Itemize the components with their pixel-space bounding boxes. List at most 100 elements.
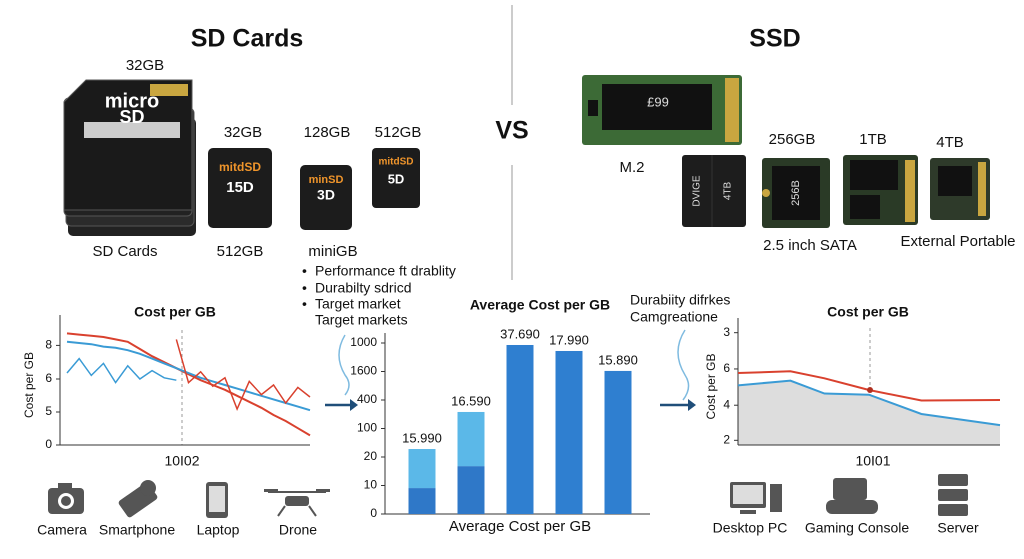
y-tick-label: 6 [723, 361, 730, 375]
line [66, 332, 311, 437]
bar-annotation: 16.590 [451, 393, 491, 408]
bar-segment [457, 411, 485, 467]
device-label: Desktop PC [713, 520, 788, 536]
card-print: SD [119, 107, 144, 127]
bar-segment [408, 488, 436, 514]
y-tick-label: 2 [723, 432, 730, 446]
ssd-label: M.2 [619, 159, 644, 176]
line [737, 379, 1001, 427]
y-axis-label: Cost per GB [704, 353, 718, 419]
y-tick-label: 3 [723, 325, 730, 339]
ssd-print: £99 [647, 94, 669, 109]
y-tick-label: 5 [45, 404, 52, 418]
sd-label: 32GB [224, 124, 262, 141]
device-label: Laptop [197, 522, 240, 538]
y-tick-label: 100 [357, 421, 377, 435]
device-label: Server [937, 520, 979, 536]
ssd-print: 256B [790, 180, 802, 206]
vs: VS [495, 117, 528, 145]
y-tick-label: 0 [370, 506, 377, 520]
line [66, 357, 177, 384]
bullet: • [302, 296, 307, 312]
chart-title: Average Cost per GB [470, 297, 610, 313]
sd-card: mitdSD 5D [372, 148, 420, 208]
arrow-head [350, 399, 358, 411]
m2-ssd: £99 [582, 75, 742, 145]
x-axis-label: Average Cost per GB [449, 518, 591, 535]
ssd-print: DVIGE [692, 175, 703, 206]
bullet-text: Durabilty sdricd [315, 280, 411, 296]
highlight-dot [867, 387, 873, 394]
sd-label: miniGB [308, 243, 357, 260]
bar-annotation: 15.990 [402, 430, 442, 445]
card-print: 15D [226, 179, 254, 196]
bar-segment [457, 466, 485, 514]
card-print: mitdSD [219, 160, 261, 174]
note: Durabiity difrkes [630, 292, 730, 308]
sd-label: 512GB [217, 243, 264, 260]
card-print: mitdSD [379, 157, 414, 168]
ssd-label: External Portable [900, 233, 1015, 250]
icon-smartphone [118, 480, 158, 518]
chart-title: Cost per GB [134, 304, 216, 320]
ssd-label: 4TB [936, 134, 964, 151]
sd-stack: micro SD [63, 79, 196, 236]
ssd-board [930, 158, 990, 220]
bullet-text: Target markets [315, 312, 408, 328]
ssd-label: 256GB [769, 131, 816, 148]
bar-segment [604, 370, 632, 514]
bar-segment [408, 449, 436, 489]
sd-card: minSD 3D [300, 165, 352, 230]
arrow-head [688, 399, 696, 411]
y-tick-label: 1000 [350, 335, 377, 349]
bullet: • [302, 263, 307, 279]
line [175, 339, 311, 411]
sd-label: 32GB [126, 57, 164, 74]
device-label: Smartphone [99, 522, 175, 538]
ssd-label: 2.5 inch SATA [763, 237, 857, 254]
note: Camgreatione [630, 309, 718, 325]
x-axis-label: 10I01 [855, 453, 890, 469]
bullet: • [302, 280, 307, 296]
bracket [338, 334, 350, 396]
icon-console [826, 478, 878, 514]
icon-server [938, 474, 968, 516]
line [66, 340, 311, 412]
line [737, 370, 1001, 402]
icon-camera [48, 483, 84, 514]
sata-ssd: DVIGE 4TB [682, 155, 746, 227]
sd-label: 128GB [304, 124, 351, 141]
bracket [677, 329, 690, 401]
card-print: micro [105, 90, 159, 112]
chart-title: Cost per GB [827, 304, 909, 320]
ssd-board: 256B [762, 158, 830, 228]
area [738, 380, 1000, 445]
bar-annotation: 37.690 [500, 326, 540, 341]
y-tick-label: 20 [364, 449, 378, 463]
y-tick-label: 400 [357, 392, 377, 406]
icon-drone [264, 489, 330, 517]
x-axis-label: 10I02 [164, 453, 199, 469]
bar-annotation: 15.890 [598, 352, 638, 367]
ssd-print: 4TB [723, 182, 734, 201]
sd-label: 512GB [375, 124, 422, 141]
card-print: 3D [317, 187, 335, 203]
y-tick-label: 4 [723, 397, 730, 411]
device-label: Gaming Console [805, 520, 909, 536]
device-label: Camera [37, 522, 87, 538]
card-print: 5D [388, 171, 405, 186]
card-print: minSD [309, 174, 344, 186]
sd-title: SD Cards [191, 25, 304, 53]
y-tick-label: 1600 [350, 364, 377, 378]
sd-label: SD Cards [92, 243, 157, 260]
icon-laptop [206, 482, 228, 518]
y-tick-label: 10 [364, 478, 378, 492]
bullet-text: Target market [315, 296, 401, 312]
ssd-title: SSD [749, 25, 800, 53]
bullet-list: • Performance ft drablity • Durabilty sd… [302, 263, 456, 328]
bullet-text: Performance ft drablity [315, 263, 456, 279]
bar-annotation: 17.990 [549, 332, 589, 347]
icon-desktop [730, 482, 782, 514]
y-axis-label: Cost per GB [22, 352, 36, 418]
